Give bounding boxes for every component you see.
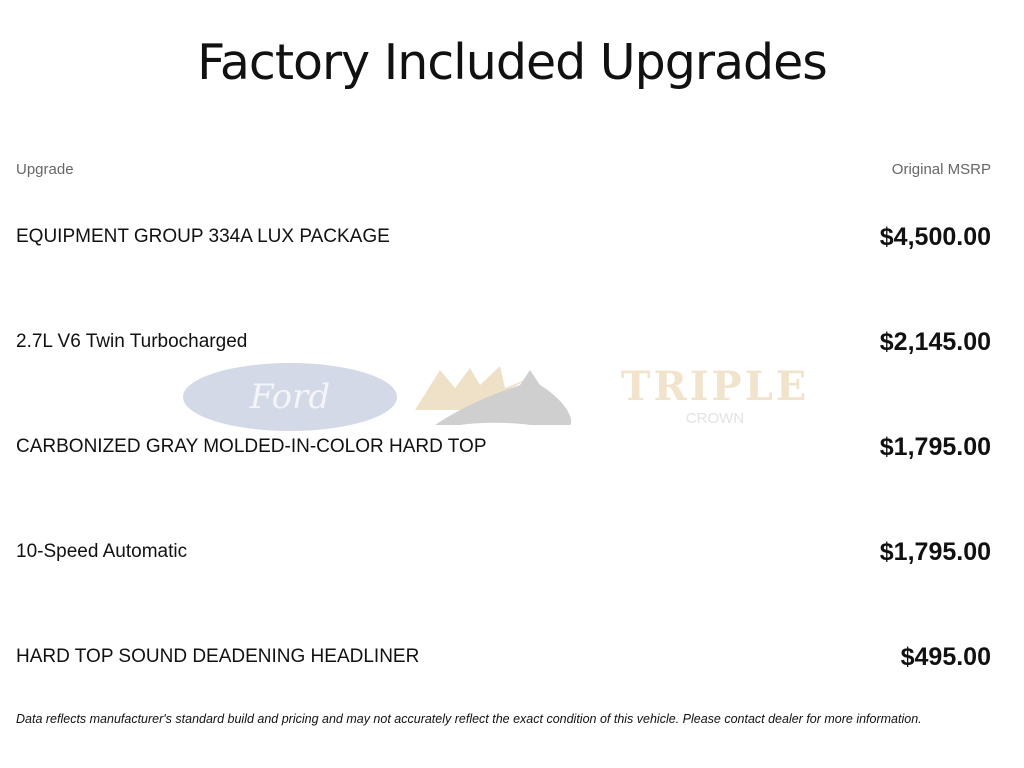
upgrade-row: 2.7L V6 Twin Turbocharged $2,145.00: [16, 322, 991, 362]
upgrade-row: CARBONIZED GRAY MOLDED-IN-COLOR HARD TOP…: [16, 427, 991, 467]
upgrade-price: $1,795.00: [879, 432, 991, 461]
triple-text: TRIPLE: [621, 363, 809, 410]
upgrade-price: $2,145.00: [879, 327, 991, 356]
upgrade-name: 2.7L V6 Twin Turbocharged: [16, 331, 248, 352]
upgrade-price: $1,795.00: [879, 537, 991, 566]
ford-oval-logo: [183, 363, 397, 431]
column-header-msrp: Original MSRP: [891, 161, 991, 178]
horse-head-icon: [435, 370, 572, 425]
upgrade-name: HARD TOP SOUND DEADENING HEADLINER: [16, 646, 420, 667]
upgrade-name: CARBONIZED GRAY MOLDED-IN-COLOR HARD TOP: [16, 436, 487, 457]
upgrade-name: EQUIPMENT GROUP 334A LUX PACKAGE: [16, 226, 390, 247]
upgrade-row: 10-Speed Automatic $1,795.00: [16, 532, 991, 572]
dealer-watermark-logo: Ford TRIPLE CROWN: [183, 363, 809, 431]
upgrade-row: EQUIPMENT GROUP 334A LUX PACKAGE $4,500.…: [16, 217, 991, 257]
upgrade-name: 10-Speed Automatic: [16, 541, 188, 562]
page-title: Factory Included Upgrades: [197, 34, 828, 91]
upgrade-row: HARD TOP SOUND DEADENING HEADLINER $495.…: [16, 637, 991, 677]
upgrade-price: $4,500.00: [879, 222, 991, 251]
disclaimer: Data reflects manufacturer's standard bu…: [16, 712, 922, 726]
upgrade-price: $495.00: [900, 642, 991, 671]
crown-text: CROWN: [686, 410, 744, 427]
ford-logo-text: Ford: [249, 377, 330, 417]
column-header-upgrade: Upgrade: [16, 161, 74, 178]
crown-icon: [415, 366, 530, 410]
